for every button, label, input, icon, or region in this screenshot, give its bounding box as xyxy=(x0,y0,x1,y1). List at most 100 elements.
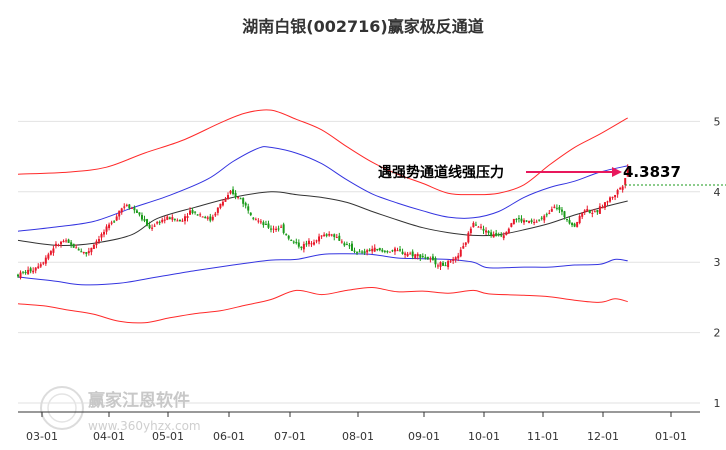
candle-body xyxy=(454,257,457,261)
candle-body xyxy=(581,213,584,217)
candle-body xyxy=(297,242,300,247)
candle-body xyxy=(404,253,407,255)
candle-body xyxy=(237,196,240,198)
x-tick-label: 03-01 xyxy=(26,430,58,443)
y-tick-label: 4 xyxy=(714,186,721,199)
candle-body xyxy=(601,207,604,209)
candle-body xyxy=(272,228,275,230)
annotation-price: 4.3837 xyxy=(623,163,681,181)
candle-body xyxy=(507,228,510,234)
candle-body xyxy=(447,261,450,268)
candle-body xyxy=(254,219,257,221)
candle-body xyxy=(229,190,232,194)
candle-body xyxy=(474,224,477,226)
upper-band-line xyxy=(17,109,628,196)
candle-body xyxy=(485,230,488,233)
candle-body xyxy=(37,266,40,269)
candle-body xyxy=(616,190,619,195)
candle-body xyxy=(17,274,19,277)
lower-channel-line xyxy=(17,253,628,286)
candle-body xyxy=(593,211,596,213)
candle-body xyxy=(19,272,22,278)
candle-body xyxy=(330,234,333,236)
candle-body xyxy=(416,254,419,257)
candle-body xyxy=(459,249,462,257)
candle-body xyxy=(196,214,199,216)
candle-body xyxy=(399,249,402,251)
chart-title: 湖南白银(002716)赢家极反通道 xyxy=(242,17,483,36)
x-tick-label: 07-01 xyxy=(274,430,306,443)
candle-body xyxy=(135,210,138,213)
candle-body xyxy=(249,212,252,216)
candle-body xyxy=(34,267,37,271)
y-tick-label: 2 xyxy=(714,327,721,340)
grid-lines xyxy=(18,120,700,404)
candle-body xyxy=(194,211,197,213)
candle-body xyxy=(100,234,103,238)
x-axis-ticks: 03-01 04-01 05-01 06-01 07-01 08-01 09-01 10-01… xyxy=(26,412,687,443)
candle-body xyxy=(280,226,283,228)
candle-body xyxy=(125,204,128,206)
candle-body xyxy=(103,231,106,235)
candle-body xyxy=(434,258,437,265)
candle-body xyxy=(143,219,146,221)
candle-body xyxy=(163,219,166,221)
candle-body xyxy=(186,216,189,218)
candle-body xyxy=(429,258,432,260)
candle-body xyxy=(47,254,50,259)
candle-body xyxy=(201,216,204,218)
candle-body xyxy=(530,220,533,222)
candle-body xyxy=(401,251,404,254)
x-tick-label: 08-01 xyxy=(342,430,374,443)
candle-body xyxy=(305,243,308,245)
candle-body xyxy=(335,237,338,239)
candle-body xyxy=(373,247,376,252)
candle-body xyxy=(234,192,237,198)
candle-body xyxy=(285,234,288,236)
candle-body xyxy=(300,246,303,249)
candle-body xyxy=(469,228,472,234)
candle-body xyxy=(596,210,599,213)
watermark-brand: 赢家江恩软件 xyxy=(88,390,190,411)
candle-body xyxy=(583,210,586,213)
candle-body xyxy=(138,212,141,215)
candle-body xyxy=(22,271,25,273)
candle-body xyxy=(320,235,323,237)
candle-body xyxy=(444,265,447,267)
candle-body xyxy=(356,252,359,254)
x-tick-label: 05-01 xyxy=(152,430,184,443)
candle-body xyxy=(209,216,212,221)
candle-body xyxy=(247,206,250,211)
candle-body xyxy=(545,214,548,216)
candle-body xyxy=(110,222,113,224)
candle-body xyxy=(495,233,498,236)
candle-body xyxy=(181,220,184,222)
candle-body xyxy=(338,235,341,241)
y-tick-label: 3 xyxy=(714,256,721,269)
candle-body xyxy=(148,225,151,229)
candle-body xyxy=(318,236,321,242)
candle-body xyxy=(363,251,366,254)
candle-body xyxy=(512,219,515,225)
candle-body xyxy=(386,251,389,253)
watermark: 赢家江恩软件 www.360yhzx.com xyxy=(40,386,201,433)
candle-body xyxy=(191,210,194,214)
candle-body xyxy=(325,234,328,236)
candle-body xyxy=(115,216,118,221)
candle-body xyxy=(348,245,351,247)
candle-body xyxy=(153,225,156,227)
candle-body xyxy=(257,220,260,222)
candle-body xyxy=(619,188,622,190)
candle-body xyxy=(378,248,381,251)
candle-body xyxy=(105,226,108,232)
watermark-url: www.360yhzx.com xyxy=(88,419,201,433)
candle-body xyxy=(158,221,161,223)
candle-body xyxy=(343,243,346,246)
candle-body xyxy=(538,219,541,221)
candle-body xyxy=(419,254,422,258)
candle-body xyxy=(614,195,617,198)
candle-body xyxy=(282,224,285,233)
annotation-layer: 遇强势通道线强压力 4.3837 xyxy=(378,163,726,186)
candle-body xyxy=(60,241,63,245)
candle-body xyxy=(32,270,35,273)
